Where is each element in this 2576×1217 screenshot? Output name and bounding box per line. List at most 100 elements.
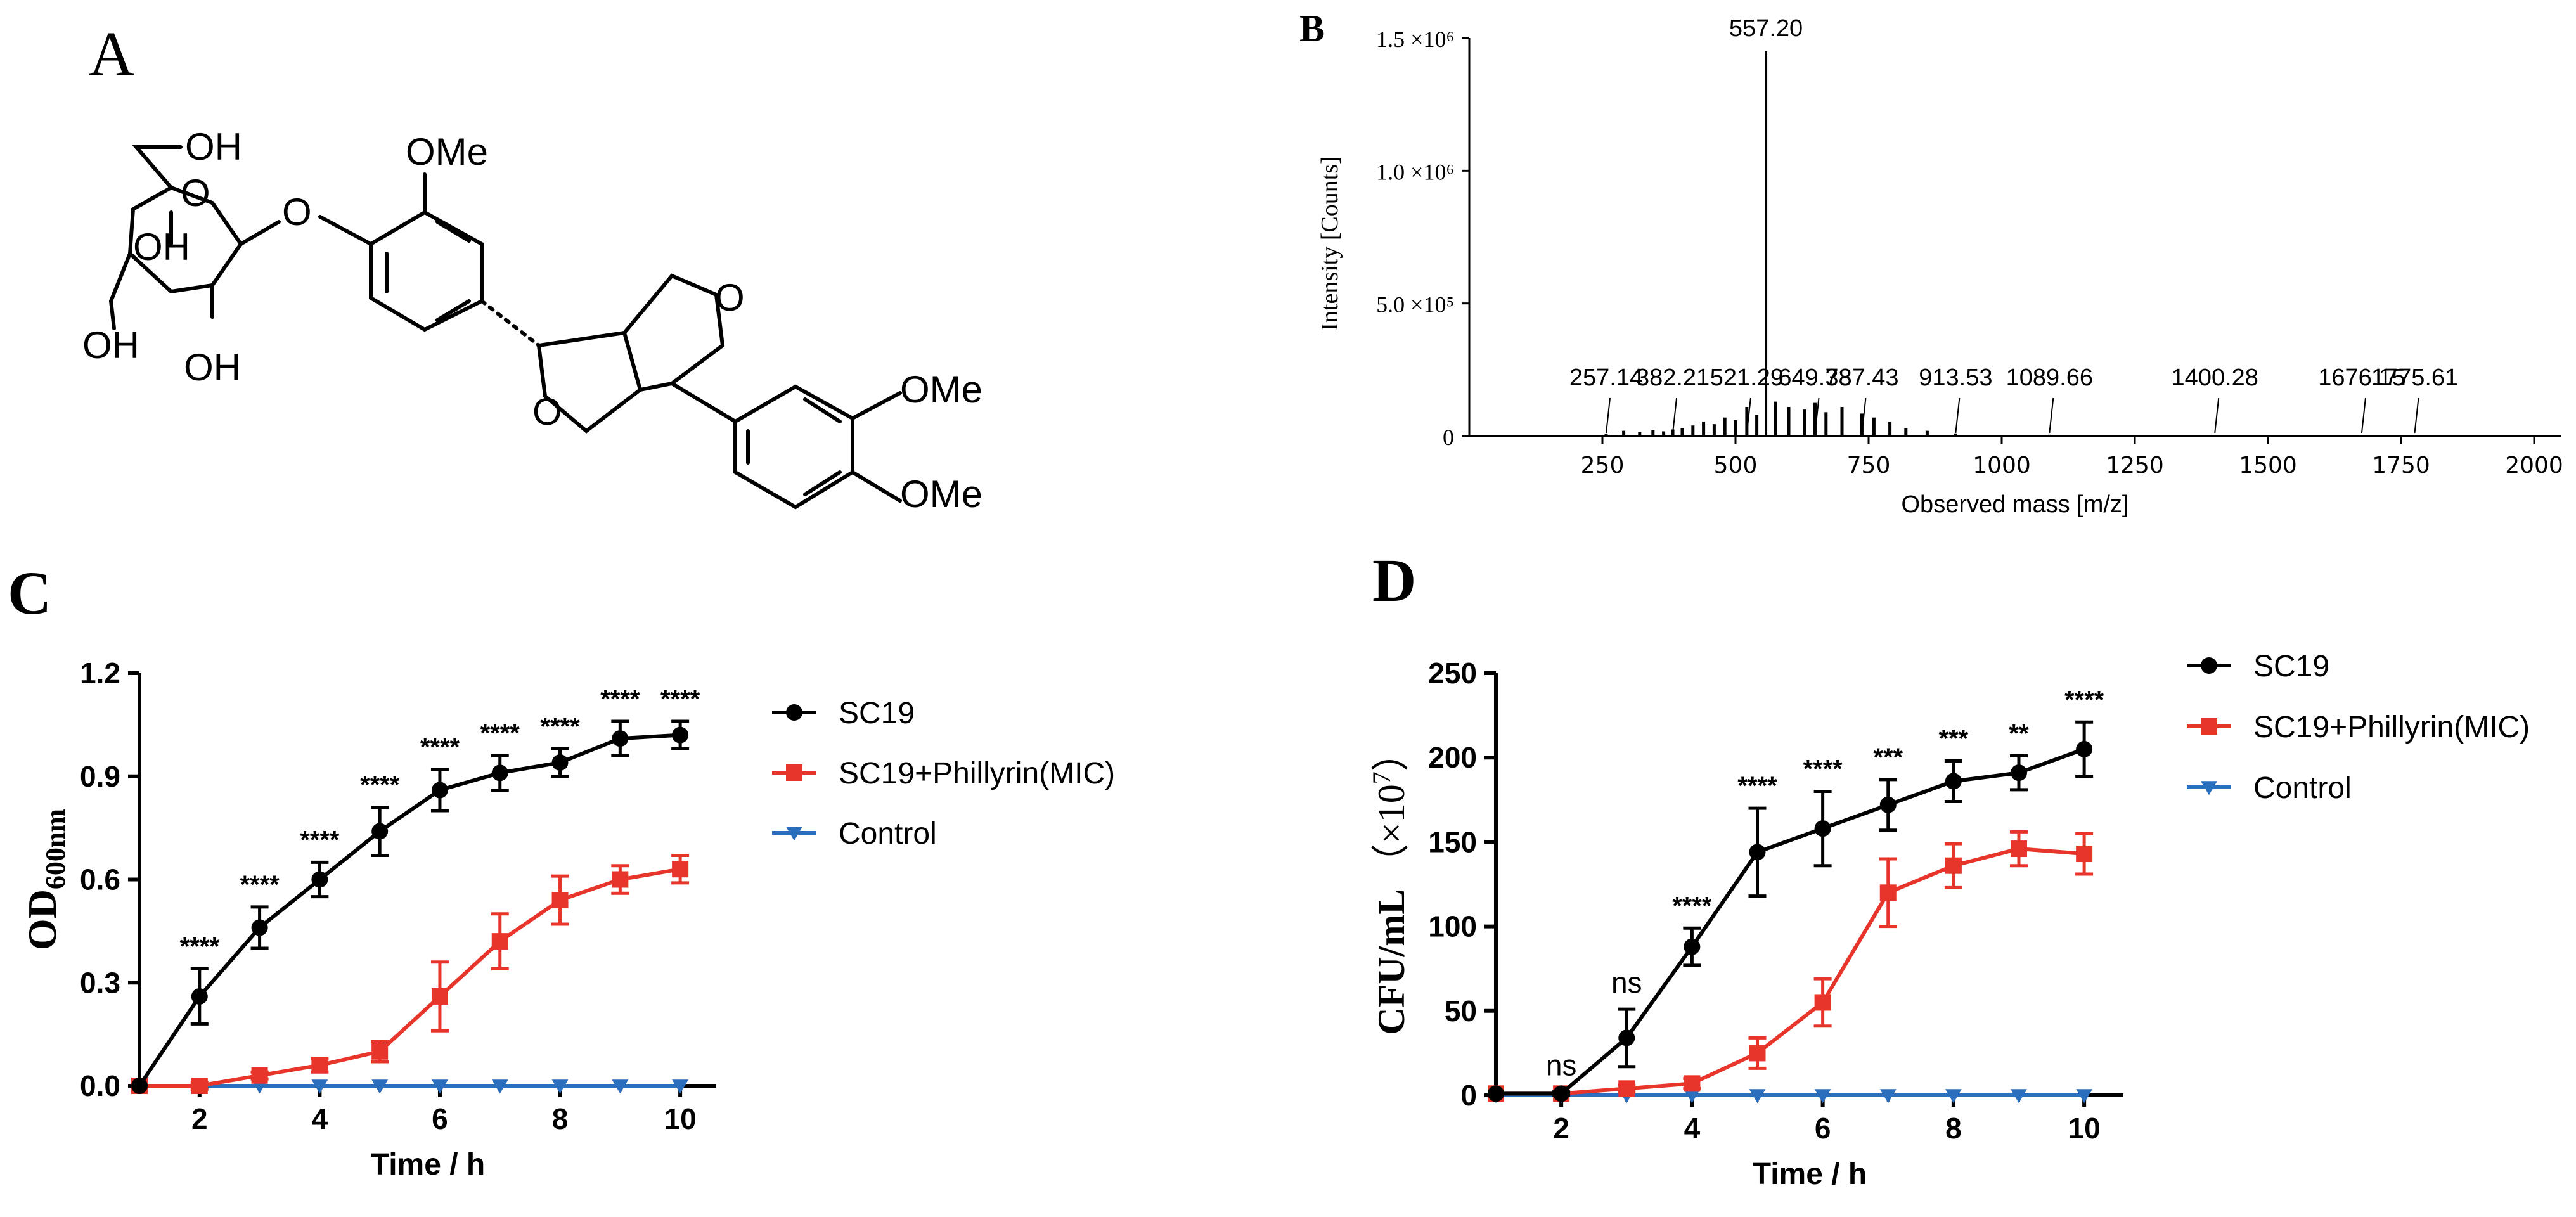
y-tick-label: 0.6: [80, 863, 120, 896]
data-point: [371, 1043, 389, 1060]
data-point: [1684, 938, 1701, 955]
data-point: [191, 1078, 208, 1094]
y-tick-label: 200: [1428, 741, 1477, 774]
peak-label-leader: [2049, 397, 2054, 434]
x-tick-label: 4: [312, 1102, 328, 1135]
significance-label: ****: [180, 933, 220, 961]
legend-label: SC19+Phillyrin(MIC): [839, 757, 1115, 790]
data-point: [491, 933, 508, 950]
peak-label: 1400.28: [2172, 364, 2258, 391]
data-point: [2011, 840, 2027, 858]
structure-labels: OH O OH OH OH O OMe O O OMe OMe: [82, 126, 982, 515]
panel-a: A: [82, 18, 982, 515]
significance-label: ****: [540, 712, 580, 740]
label-o-ring-glucose: O: [181, 172, 210, 214]
legend-label: SC19+Phillyrin(MIC): [2253, 711, 2530, 744]
x-tick-label: 500: [1714, 453, 1758, 479]
label-o-glycosidic: O: [282, 191, 312, 233]
legend-marker: [786, 827, 802, 841]
y-tick-label: 1.0 ×10⁶: [1376, 159, 1454, 184]
y-tick-label: 100: [1428, 910, 1477, 943]
data-point: [431, 988, 448, 1005]
panel-b: B 250 500 750 1000 1250 1500 1750 2000 0 5.0 ×10⁵…: [1299, 8, 2563, 518]
peak-label-leader: [1606, 397, 1611, 434]
data-point: [612, 730, 629, 747]
y-tick-label: 0.3: [80, 966, 120, 999]
legend-label: Control: [2253, 771, 2352, 805]
data-point: [2076, 740, 2093, 757]
data-point: [191, 988, 208, 1005]
peak-label-leader: [1955, 397, 1961, 434]
x-tick-label: 8: [552, 1102, 569, 1135]
data-point: [491, 764, 508, 782]
x-tick-label: 250: [1581, 453, 1625, 479]
data-point: [672, 861, 689, 878]
x-tick-label: 1250: [2106, 453, 2164, 479]
data-point: [1879, 1089, 1897, 1104]
legend-label: SC19: [839, 697, 915, 730]
x-tick-label: 1500: [2239, 453, 2297, 479]
x-tick-label: 10: [664, 1102, 697, 1135]
peak-label: 557.20: [1729, 15, 1803, 42]
data-point: [1879, 884, 1897, 901]
label-oh-top: OH: [185, 126, 242, 168]
y-axis-title: OD600nm: [20, 809, 71, 950]
data-point: [1945, 1089, 1962, 1104]
data-point: [2076, 846, 2093, 863]
peak-label: 1676.15: [2318, 364, 2405, 391]
x-tick-label: 6: [1815, 1112, 1831, 1145]
data-point: [1814, 994, 1831, 1011]
significance-label: **: [2009, 720, 2029, 748]
data-point: [612, 871, 629, 888]
data-point: [1879, 796, 1897, 813]
legend-label: Control: [839, 817, 937, 851]
x-tick-label: 750: [1847, 453, 1891, 479]
y-tick-label: 0.9: [80, 760, 120, 793]
label-ome-2: OMe: [900, 368, 982, 411]
label-oh-bottom: OH: [184, 346, 241, 389]
peak-label-leader: [1672, 397, 1678, 434]
peak-label: 1089.66: [2006, 364, 2093, 391]
y-tick-label: 5.0 ×10⁵: [1376, 292, 1454, 318]
peak-label-leader: [2214, 397, 2220, 434]
data-point: [672, 1079, 689, 1094]
peak-label-leader: [1861, 397, 1867, 434]
data-point: [251, 919, 268, 936]
significance-label: ****: [600, 685, 640, 713]
peak-label: 521.29: [1710, 364, 1784, 391]
data-point: [1618, 1080, 1635, 1097]
legend-marker: [786, 704, 802, 721]
label-ome-1: OMe: [406, 131, 488, 173]
y-tick-label: 0: [1460, 1079, 1477, 1112]
od600-growth-chart: 2 4 6 8 10 0.0 0.3 0.6 0.9 1.2 Time / h **** **** ***…: [20, 657, 1115, 1182]
significance-label: ***: [1939, 725, 1969, 753]
x-tick-label: 1000: [1973, 453, 2031, 479]
x-tick-label: 2000: [2505, 453, 2563, 479]
peak-label: 1775.61: [2371, 364, 2458, 391]
data-point: [1749, 1089, 1766, 1104]
legend-marker: [2201, 718, 2217, 735]
peak-label: 382.21: [1636, 364, 1710, 391]
x-tick-label: 10: [2068, 1112, 2101, 1145]
data-point: [551, 892, 569, 909]
y-tick-label: 1.5 ×10⁶: [1376, 27, 1454, 52]
peak-label: 737.43: [1825, 364, 1898, 391]
peak-label-leader: [1814, 397, 1820, 434]
data-point: [431, 782, 448, 799]
peak-label: 649.38: [1778, 364, 1852, 391]
phillyrin-structure: [108, 145, 902, 510]
mass-spectrum-chart: 250 500 750 1000 1250 1500 1750 2000 0 5.0 ×10⁵ 1.…: [1317, 15, 2563, 518]
significance-label: ****: [1737, 772, 1777, 800]
significance-label: ****: [420, 733, 460, 761]
data-point: [672, 726, 689, 744]
significance-label: ****: [2064, 686, 2104, 714]
series-line: [1496, 747, 2085, 1096]
data-point: [1684, 1075, 1701, 1092]
label-ome-3: OMe: [900, 473, 982, 515]
y-axis-title: CFU/mL （×107）: [1367, 733, 1412, 1035]
data-point: [1553, 1085, 1570, 1102]
data-point: [1749, 1045, 1766, 1062]
label-oh-left: OH: [133, 226, 190, 268]
